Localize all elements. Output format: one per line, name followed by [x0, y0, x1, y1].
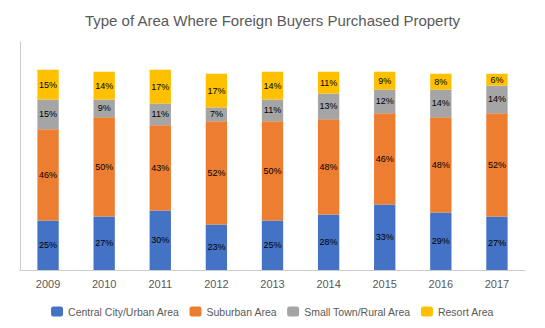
svg-text:14%: 14%	[95, 81, 113, 91]
svg-text:6%: 6%	[490, 75, 503, 85]
svg-text:Suburban Area: Suburban Area	[207, 306, 277, 318]
svg-text:2013: 2013	[260, 278, 284, 290]
svg-text:9%: 9%	[98, 103, 111, 113]
svg-text:9%: 9%	[378, 76, 391, 86]
svg-text:17%: 17%	[151, 82, 169, 92]
svg-text:11%: 11%	[320, 78, 337, 88]
svg-text:46%: 46%	[376, 154, 394, 164]
svg-text:46%: 46%	[39, 170, 57, 180]
svg-text:48%: 48%	[320, 162, 338, 172]
svg-text:2009: 2009	[36, 278, 60, 290]
svg-text:8%: 8%	[434, 77, 447, 87]
svg-text:2012: 2012	[204, 278, 228, 290]
svg-text:15%: 15%	[39, 109, 57, 119]
svg-text:12%: 12%	[376, 96, 394, 106]
svg-text:27%: 27%	[95, 238, 113, 248]
svg-text:2010: 2010	[92, 278, 116, 290]
svg-text:14%: 14%	[432, 98, 450, 108]
svg-text:2011: 2011	[148, 278, 172, 290]
svg-text:Central City/Urban Area: Central City/Urban Area	[68, 306, 179, 318]
svg-text:27%: 27%	[488, 238, 506, 248]
svg-text:30%: 30%	[151, 235, 169, 245]
svg-text:2015: 2015	[372, 278, 396, 290]
svg-text:33%: 33%	[376, 232, 394, 242]
svg-text:17%: 17%	[207, 86, 225, 96]
svg-text:52%: 52%	[207, 168, 225, 178]
svg-text:50%: 50%	[263, 166, 281, 176]
svg-text:52%: 52%	[488, 160, 506, 170]
svg-text:Type of Area Where Foreign Buy: Type of Area Where Foreign Buyers Purcha…	[85, 12, 461, 29]
svg-text:50%: 50%	[95, 162, 113, 172]
svg-text:29%: 29%	[432, 236, 450, 246]
svg-text:Small Town/Rural Area: Small Town/Rural Area	[304, 306, 410, 318]
svg-text:11%: 11%	[152, 109, 169, 119]
svg-text:48%: 48%	[432, 160, 450, 170]
svg-text:14%: 14%	[263, 81, 281, 91]
svg-text:25%: 25%	[39, 240, 57, 250]
svg-text:Resort Area: Resort Area	[438, 306, 494, 318]
svg-text:28%: 28%	[320, 237, 338, 247]
svg-text:23%: 23%	[207, 242, 225, 252]
svg-text:7%: 7%	[210, 109, 223, 119]
svg-text:2016: 2016	[429, 278, 453, 290]
svg-text:2017: 2017	[485, 278, 509, 290]
svg-text:2014: 2014	[316, 278, 340, 290]
svg-text:11%: 11%	[264, 105, 281, 115]
svg-text:14%: 14%	[488, 94, 506, 104]
svg-text:25%: 25%	[263, 240, 281, 250]
svg-text:15%: 15%	[39, 80, 57, 90]
svg-text:13%: 13%	[320, 101, 338, 111]
svg-text:43%: 43%	[151, 163, 169, 173]
